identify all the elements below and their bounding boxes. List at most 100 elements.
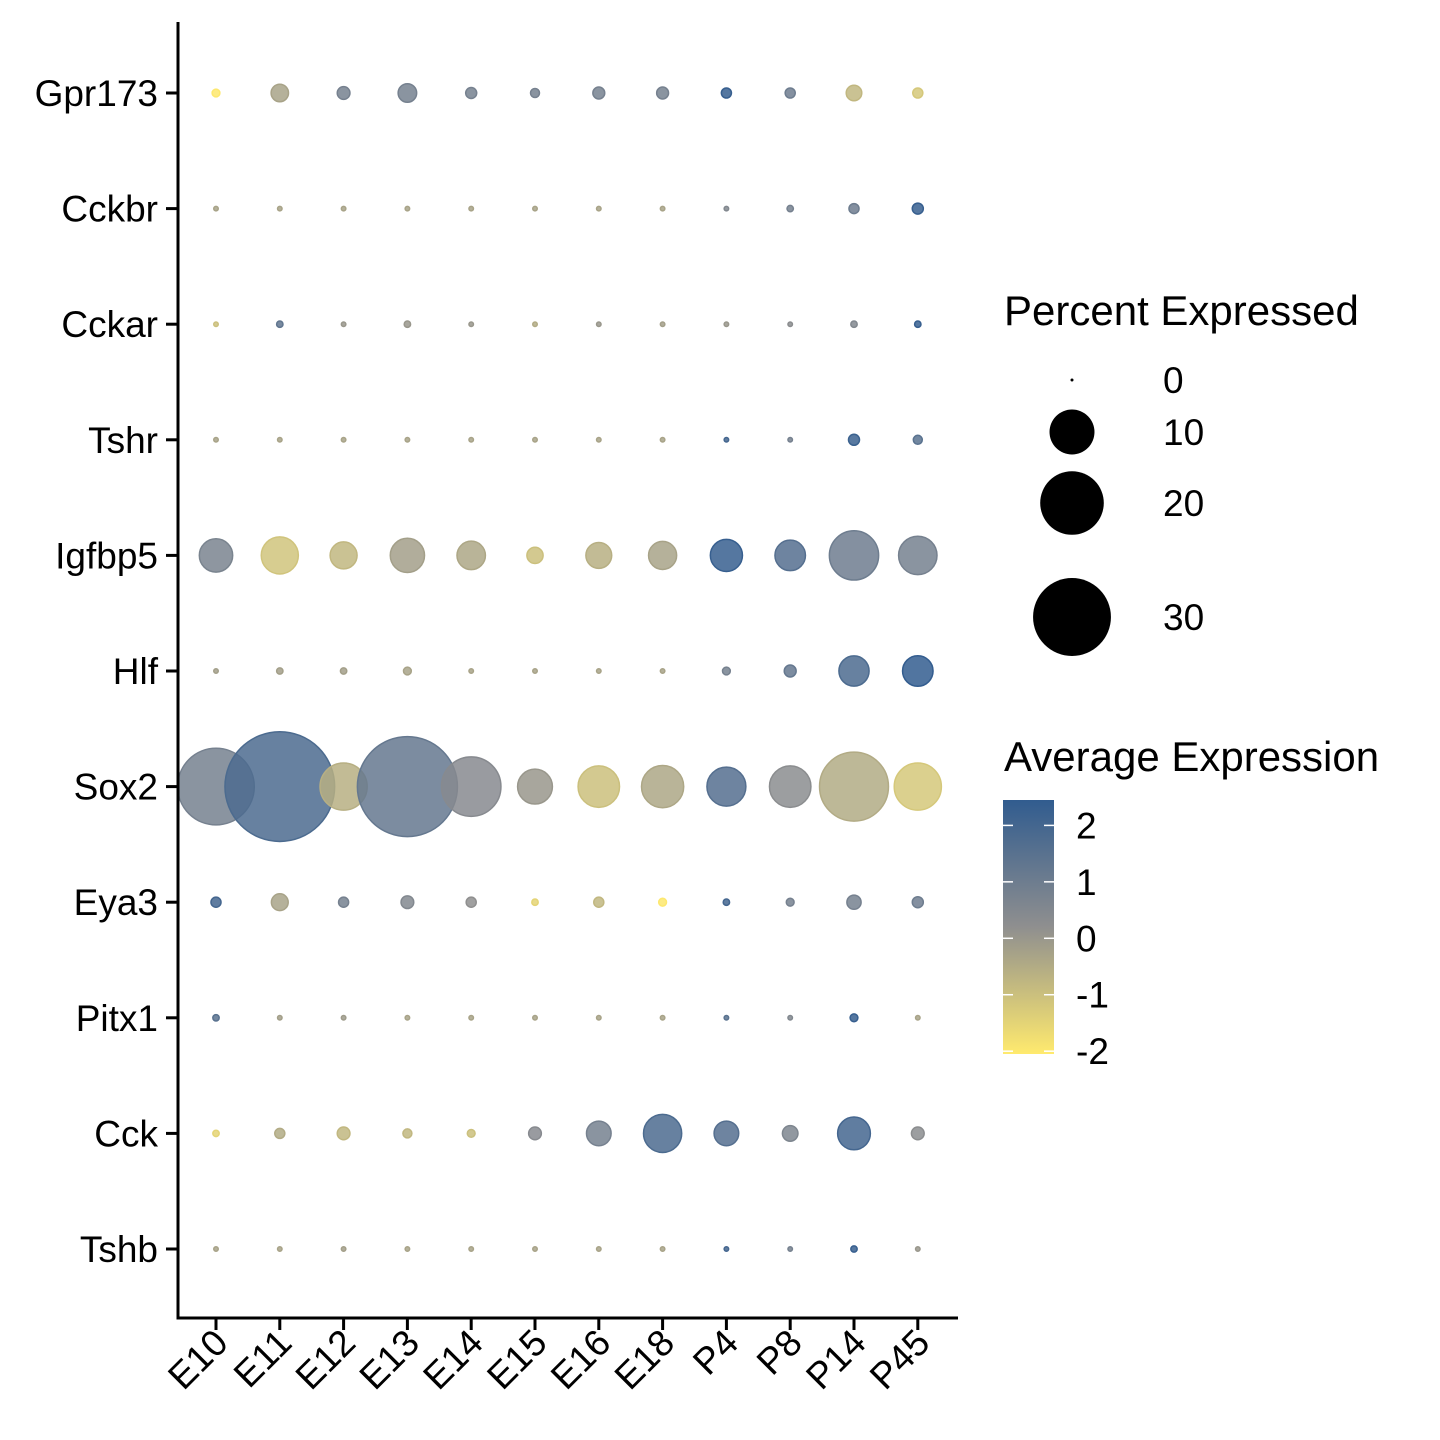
color-legend-title: Average Expression [1004,733,1379,780]
y-tick-label-gpr173: Gpr173 [35,73,158,114]
dot-hlf-p4 [721,666,732,676]
colorbar-label-0: 0 [1076,918,1097,959]
dot-tshr-e18 [659,436,666,443]
dot-eya3-e10 [210,896,222,908]
dot-gpr173-e16 [592,86,606,100]
dot-tshr-e12 [340,436,347,443]
dot-pitx1-p14 [849,1013,859,1023]
dot-eya3-e12 [337,896,350,908]
y-tick-label-tshb: Tshb [80,1229,158,1270]
dot-sox2-p45 [893,762,943,811]
dot-eya3-e16 [593,896,605,908]
dot-cck-e13 [402,1128,413,1139]
dot-cck-p8 [781,1124,799,1142]
dot-pitx1-e15 [532,1014,538,1021]
dot-pitx1-e18 [659,1014,666,1021]
dot-igfbp5-e15 [526,546,544,565]
x-tick-label-e11: E11 [226,1322,300,1396]
dot-cckbr-p14 [848,202,860,215]
size-legend-label-10: 10 [1163,412,1204,453]
dot-hlf-e14 [468,668,475,674]
dot-cckbr-e18 [659,205,666,212]
x-tick-label-e12: E12 [288,1322,364,1398]
y-tick-label-eya3: Eya3 [74,882,158,923]
dot-gpr173-e18 [655,86,670,100]
y-tick-label-hlf: Hlf [113,651,159,692]
dot-hlf-e12 [339,667,348,675]
dot-igfbp5-p4 [709,538,744,573]
dot-pitx1-e14 [468,1014,475,1021]
dot-gpr173-e13 [397,82,418,104]
x-tick-label-e18: E18 [607,1322,683,1398]
dot-cckbr-e15 [532,205,538,212]
dot-tshb-e16 [595,1246,602,1252]
dot-tshb-e12 [340,1246,347,1252]
dot-cckbr-p45 [911,202,925,215]
dot-gpr173-e10 [211,88,221,98]
dot-cckbr-e10 [213,205,219,212]
dot-cck-e18 [642,1113,683,1154]
dot-igfbp5-p8 [774,539,807,572]
size-legend-label-0: 0 [1163,360,1184,401]
dot-gpr173-e15 [529,87,541,99]
dot-cck-e15 [527,1126,543,1141]
dot-gpr173-p4 [720,87,733,99]
dot-hlf-p45 [901,655,934,687]
dot-tshr-p14 [847,433,861,447]
dot-igfbp5-e13 [389,537,426,574]
dot-pitx1-e11 [276,1014,283,1021]
dot-tshb-p8 [787,1246,794,1252]
dot-tshb-p45 [914,1246,921,1252]
size-legend-label-30: 30 [1163,597,1204,638]
dot-igfbp5-p14 [828,530,880,581]
y-tick-label-igfbp5: Igfbp5 [55,535,158,576]
dot-gpr173-p45 [912,87,924,99]
dot-tshr-e11 [276,436,283,443]
dot-eya3-e14 [465,896,477,908]
dot-gpr173-e11 [270,83,290,103]
colorbar-label--1: -1 [1076,975,1109,1016]
dot-cckar-e13 [403,320,412,329]
dot-cckar-e18 [659,321,666,328]
size-legend-circle-0 [1070,378,1074,382]
color-legend: Average Expression 2 1 0 -1 -2 [1003,733,1379,1072]
size-legend-circle-10 [1049,409,1095,455]
size-legend-circle-30 [1033,578,1111,656]
dot-pitx1-e10 [212,1013,220,1022]
dot-tshb-p14 [850,1245,858,1253]
colorbar-label-1: 1 [1076,862,1097,903]
dot-eya3-p45 [911,895,925,909]
dot-eya3-e18 [657,897,668,907]
dot-cckbr-e11 [276,205,283,212]
dot-cckar-p4 [723,321,730,328]
dot-sox2-p8 [768,765,812,809]
dot-cckbr-e13 [404,205,411,212]
dot-cck-e16 [585,1120,612,1147]
dot-hlf-e10 [213,668,219,674]
dot-tshr-e16 [595,436,602,443]
dot-cckar-e15 [532,321,538,328]
dot-pitx1-e13 [404,1014,411,1021]
dot-cckbr-e16 [595,205,602,212]
dot-eya3-e13 [400,895,415,910]
dot-sox2-p4 [706,766,747,807]
x-tick-label-e15: E15 [479,1322,555,1398]
dot-sox2-e11 [224,731,336,843]
y-tick-label-pitx1: Pitx1 [76,998,158,1039]
size-legend-circle-20 [1040,471,1104,535]
dot-eya3-e15 [531,898,539,907]
size-legend-label-20: 20 [1163,483,1204,524]
dot-pitx1-e12 [340,1014,347,1021]
dot-hlf-e16 [595,668,602,674]
plot-area [176,82,943,1253]
dot-igfbp5-e14 [456,540,487,571]
dot-hlf-p8 [783,664,797,678]
dot-hlf-e13 [402,666,413,676]
colorbar-label--2: -2 [1076,1031,1109,1072]
dot-cckar-e14 [468,321,475,328]
dot-cckbr-e14 [468,205,475,212]
dot-cckbr-e12 [340,205,347,212]
dot-igfbp5-p45 [897,535,938,576]
dot-cck-e12 [336,1126,351,1141]
dot-eya3-e11 [270,893,289,912]
